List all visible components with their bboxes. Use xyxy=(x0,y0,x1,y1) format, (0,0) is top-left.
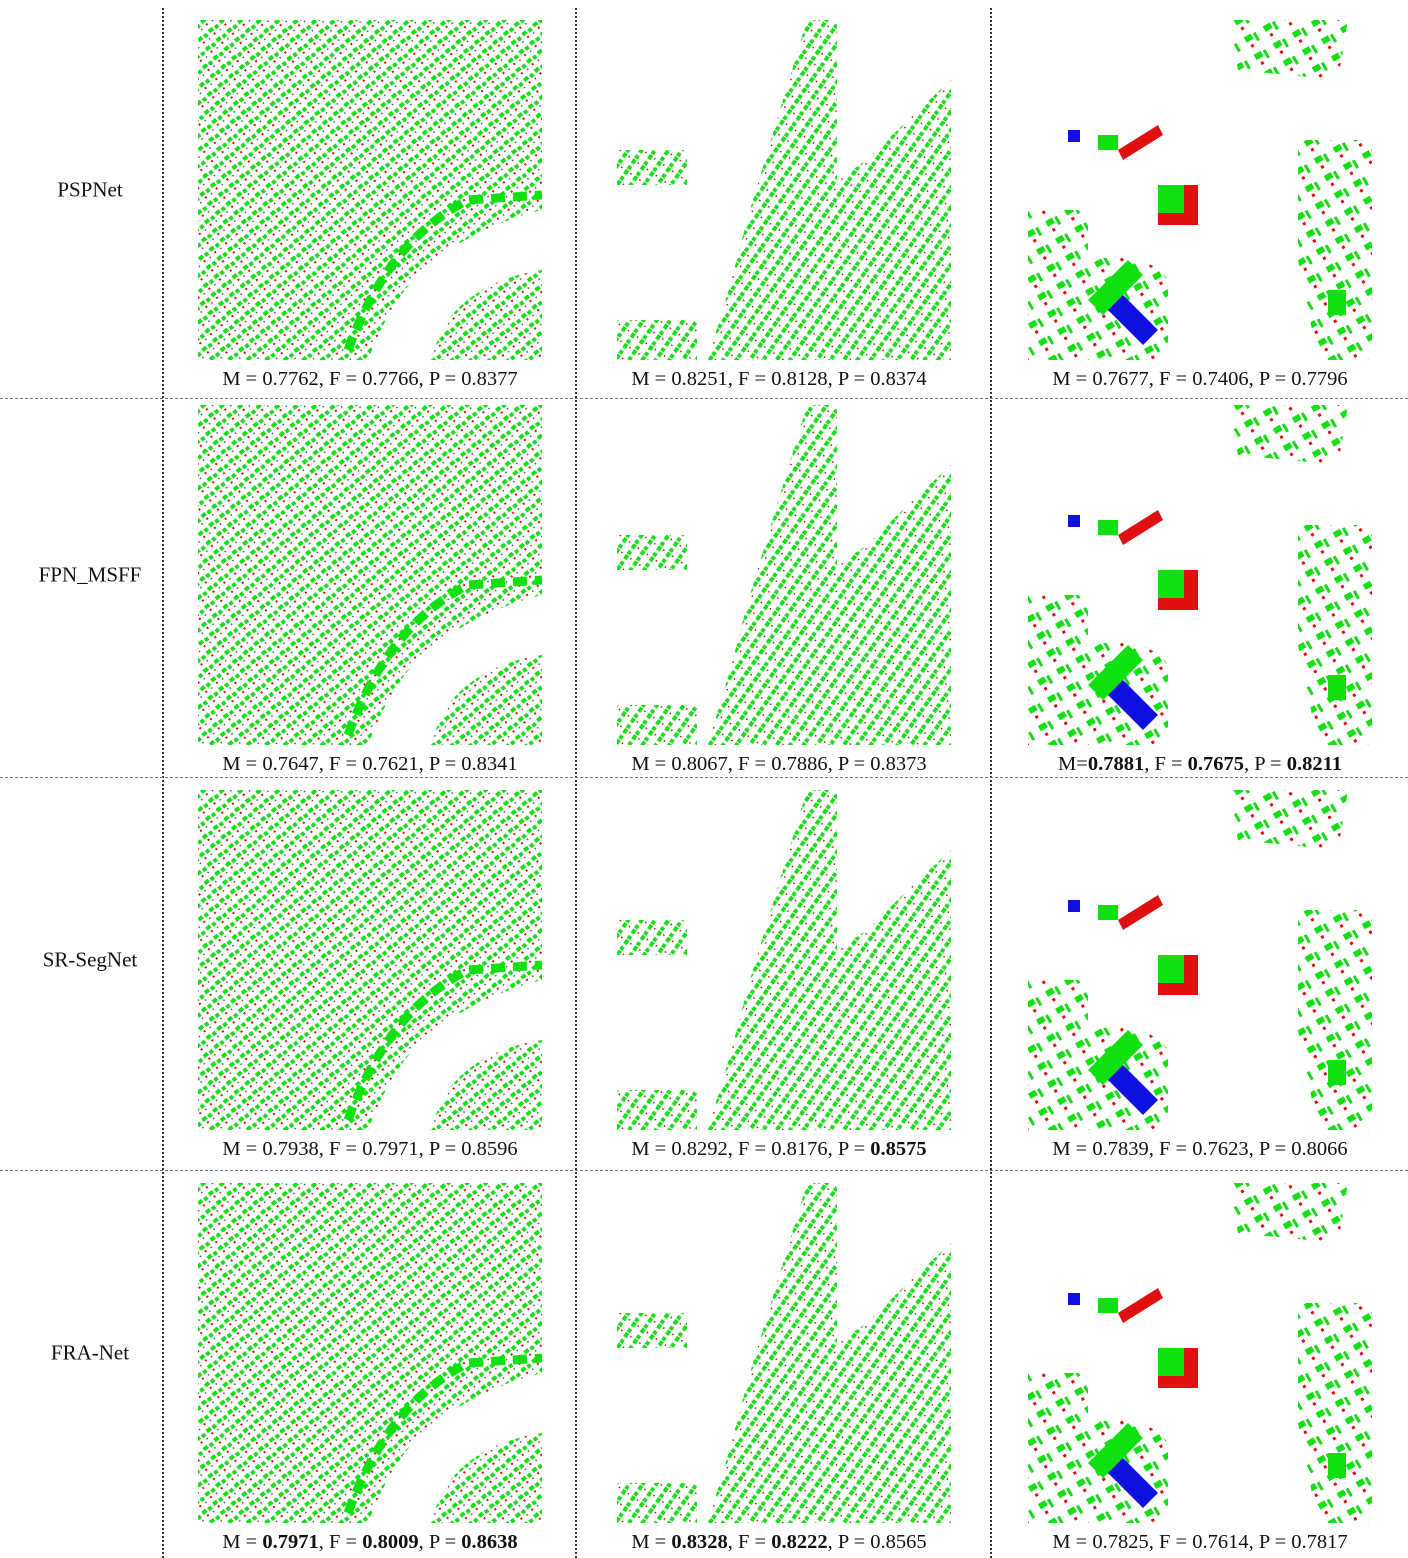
segmentation-map xyxy=(198,405,542,745)
segmentation-map xyxy=(607,20,951,360)
caption-text: , F = xyxy=(319,1531,362,1553)
caption-text: M = 0.7647, F = 0.7621, P = 0.8341 xyxy=(222,753,517,775)
row-separator xyxy=(0,398,1408,399)
caption-text: M = xyxy=(222,1531,262,1553)
cluster xyxy=(1228,1183,1348,1243)
building xyxy=(1098,905,1118,920)
method-label: FPN_MSFF xyxy=(10,563,170,588)
caption-value-best: 0.8009 xyxy=(362,1531,418,1553)
segmentation-map xyxy=(1028,1183,1372,1523)
caption-text: , P = xyxy=(419,1531,462,1553)
building xyxy=(1328,290,1346,315)
building xyxy=(1068,1293,1080,1305)
building xyxy=(1158,570,1184,598)
caption-text: M = xyxy=(631,1531,671,1553)
caption: M = 0.8328, F = 0.8222, P = 0.8565 xyxy=(579,1531,979,1554)
block-strip xyxy=(617,1313,687,1348)
figure-page: {"rows": [ {"method": "PSPNet", "cells":… xyxy=(0,0,1408,1558)
caption-text: M = 0.7677, F = 0.7406, P = 0.7796 xyxy=(1052,368,1347,390)
row-separator xyxy=(0,777,1408,778)
caption-value-best: 0.8575 xyxy=(870,1138,926,1160)
block-strip xyxy=(617,150,687,185)
segmentation-map xyxy=(198,790,542,1130)
caption-text: M = 0.8292, F = 0.8176, P = xyxy=(631,1138,870,1160)
caption-text: , P = xyxy=(1244,753,1287,775)
caption-text: , F = xyxy=(728,1531,771,1553)
caption: M = 0.8067, F = 0.7886, P = 0.8373 xyxy=(579,753,979,776)
method-label: SR-SegNet xyxy=(10,948,170,973)
segmentation-map xyxy=(198,1183,542,1523)
column-separator xyxy=(162,8,164,1558)
caption-text: , F = xyxy=(1144,753,1187,775)
building xyxy=(1158,185,1184,213)
caption: M = 0.7647, F = 0.7621, P = 0.8341 xyxy=(170,753,570,776)
building xyxy=(1118,1288,1163,1323)
caption-text: M = 0.8067, F = 0.7886, P = 0.8373 xyxy=(631,753,926,775)
method-label: FRA-Net xyxy=(10,1341,170,1366)
building xyxy=(1068,130,1080,142)
cluster xyxy=(1298,910,1372,1130)
cluster xyxy=(1298,525,1372,745)
caption-value-best: 0.7881 xyxy=(1088,753,1144,775)
caption: M = 0.7938, F = 0.7971, P = 0.8596 xyxy=(170,1138,570,1161)
building xyxy=(1118,510,1163,545)
caption: M = 0.8292, F = 0.8176, P = 0.8575 xyxy=(579,1138,979,1161)
segmentation-map xyxy=(1028,20,1372,360)
building xyxy=(1068,515,1080,527)
building xyxy=(1098,520,1118,535)
block-strip xyxy=(617,920,687,955)
block-strip xyxy=(617,320,697,360)
caption-text: M= xyxy=(1058,753,1088,775)
caption-value-best: 0.7675 xyxy=(1188,753,1244,775)
column-separator xyxy=(990,8,992,1558)
caption-text: , P = 0.8565 xyxy=(828,1531,927,1553)
cluster xyxy=(1298,1303,1372,1523)
building xyxy=(1098,135,1118,150)
building xyxy=(1158,1348,1184,1376)
block-strip xyxy=(617,1483,697,1523)
building xyxy=(1098,1298,1118,1313)
building xyxy=(1118,895,1163,930)
segmentation-map xyxy=(607,790,951,1130)
caption-text: M = 0.7762, F = 0.7766, P = 0.8377 xyxy=(222,368,517,390)
building xyxy=(1328,1453,1346,1478)
caption: M = 0.7677, F = 0.7406, P = 0.7796 xyxy=(1000,368,1400,391)
caption-text: M = 0.7825, F = 0.7614, P = 0.7817 xyxy=(1052,1531,1347,1553)
block-strip xyxy=(617,535,687,570)
building xyxy=(1328,675,1346,700)
caption: M = 0.7839, F = 0.7623, P = 0.8066 xyxy=(1000,1138,1400,1161)
cluster xyxy=(1228,405,1348,465)
building xyxy=(1328,1060,1346,1085)
caption: M=0.7881, F = 0.7675, P = 0.8211 xyxy=(1000,753,1400,776)
row-separator xyxy=(0,1170,1408,1171)
caption-value-best: 0.8222 xyxy=(771,1531,827,1553)
building xyxy=(1158,955,1184,983)
caption: M = 0.8251, F = 0.8128, P = 0.8374 xyxy=(579,368,979,391)
column-separator xyxy=(575,8,577,1558)
method-label: PSPNet xyxy=(10,178,170,203)
building xyxy=(1068,900,1080,912)
building xyxy=(1118,125,1163,160)
segmentation-map xyxy=(607,405,951,745)
cluster xyxy=(1228,20,1348,80)
caption-text: M = 0.8251, F = 0.8128, P = 0.8374 xyxy=(631,368,926,390)
cluster xyxy=(1298,140,1372,360)
caption: M = 0.7971, F = 0.8009, P = 0.8638 xyxy=(170,1531,570,1554)
caption-text: M = 0.7938, F = 0.7971, P = 0.8596 xyxy=(222,1138,517,1160)
caption-text: M = 0.7839, F = 0.7623, P = 0.8066 xyxy=(1052,1138,1347,1160)
caption: M = 0.7825, F = 0.7614, P = 0.7817 xyxy=(1000,1531,1400,1554)
segmentation-map xyxy=(198,20,542,360)
cluster xyxy=(1228,790,1348,850)
segmentation-map xyxy=(607,1183,951,1523)
caption-value-best: 0.8638 xyxy=(461,1531,517,1553)
caption-value-best: 0.8211 xyxy=(1287,753,1342,775)
segmentation-map xyxy=(1028,790,1372,1130)
caption-value-best: 0.7971 xyxy=(262,1531,318,1553)
caption: M = 0.7762, F = 0.7766, P = 0.8377 xyxy=(170,368,570,391)
caption-value-best: 0.8328 xyxy=(671,1531,727,1553)
block-strip xyxy=(617,1090,697,1130)
segmentation-map xyxy=(1028,405,1372,745)
block-strip xyxy=(617,705,697,745)
